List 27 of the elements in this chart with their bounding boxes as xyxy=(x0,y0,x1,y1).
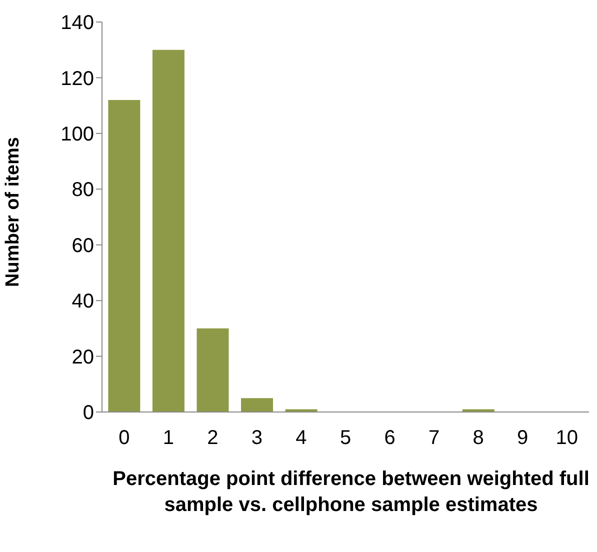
bar xyxy=(152,50,184,412)
y-tick-label: 0 xyxy=(82,402,94,424)
y-tick-label: 60 xyxy=(72,234,94,257)
x-tick-label: 0 xyxy=(118,427,130,450)
x-tick-label: 6 xyxy=(384,427,396,450)
bar xyxy=(462,409,494,412)
y-tick-label: 80 xyxy=(72,179,94,202)
bar xyxy=(196,328,229,412)
bar xyxy=(241,398,274,412)
x-tick-label: 9 xyxy=(517,427,528,450)
bar xyxy=(285,409,318,412)
y-tick-label: 20 xyxy=(72,346,94,368)
y-tick-label: 100 xyxy=(60,124,94,146)
x-tick-label: 8 xyxy=(472,427,484,450)
x-tick-label: 10 xyxy=(556,427,578,450)
y-axis-title: Number of items xyxy=(2,137,24,287)
y-tick-label: 140 xyxy=(60,12,94,34)
x-axis-title: Percentage point difference between weighted full sample vs. cellphone sample estimates xyxy=(112,467,590,518)
x-tick-label: 1 xyxy=(162,427,174,450)
x-tick-label: 5 xyxy=(340,427,352,450)
x-tick-label: 4 xyxy=(296,427,307,450)
x-tick-label: 2 xyxy=(207,427,218,450)
x-tick-label: 3 xyxy=(251,427,263,450)
x-tick-label: 7 xyxy=(428,427,440,450)
bar xyxy=(108,100,140,412)
y-tick-label: 40 xyxy=(72,290,94,313)
y-tick-label: 120 xyxy=(60,68,94,90)
